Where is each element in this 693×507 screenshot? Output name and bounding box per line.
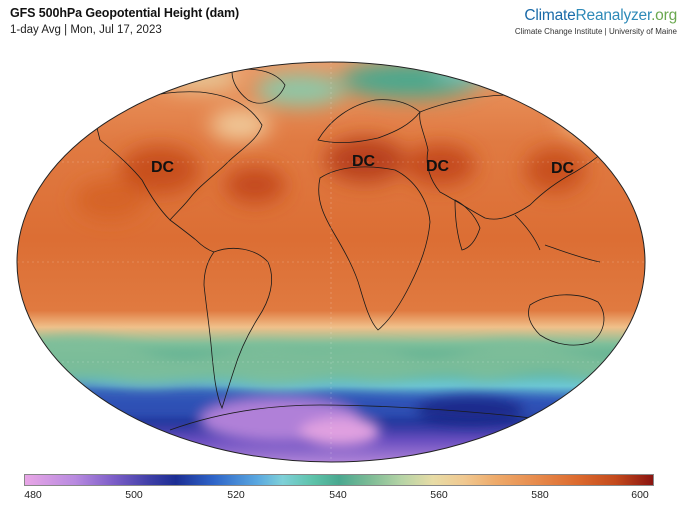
south-america-outline — [203, 247, 272, 410]
colorbar-tick: 520 — [227, 489, 245, 501]
dc-label-north-america: DC — [151, 159, 175, 176]
africa-outline — [318, 166, 431, 331]
colorbar-tick: 480 — [24, 489, 42, 501]
dc-labels: DC DC DC DC — [151, 153, 575, 177]
colorbar — [24, 474, 654, 486]
colorbar-tick: 600 — [631, 489, 649, 501]
brand-climate: Climate — [524, 7, 576, 24]
dc-label-north-africa: DC — [352, 153, 376, 170]
north-america-outline — [94, 91, 263, 221]
geopotential-field — [17, 62, 645, 462]
dc-label-east-china: DC — [551, 160, 575, 177]
brand-org: .org — [651, 7, 677, 24]
southeast-asia-outline — [514, 214, 601, 263]
dc-label-middle-east: DC — [426, 158, 450, 175]
brand-logo[interactable]: ClimateReanalyzer.org — [524, 7, 677, 25]
central-america-outline — [169, 219, 215, 253]
greenland-outline — [231, 68, 286, 104]
map-title: GFS 500hPa Geopotential Height (dam) — [10, 6, 240, 20]
colorbar-tick: 560 — [430, 489, 448, 501]
globe-border — [16, 61, 646, 463]
colorbar-gradient — [24, 474, 654, 486]
australia-outline — [528, 294, 605, 346]
colorbar-tick: 500 — [125, 489, 143, 501]
colorbar-tick: 580 — [531, 489, 549, 501]
graticule — [17, 62, 645, 462]
colorbar-tick: 540 — [329, 489, 347, 501]
india-outline — [454, 199, 481, 251]
map-subtitle: 1-day Avg | Mon, Jul 17, 2023 — [10, 24, 162, 36]
brand-reanalyzer: Reanalyzer — [575, 7, 652, 24]
brand-subtitle: Climate Change Institute | University of… — [514, 27, 677, 36]
